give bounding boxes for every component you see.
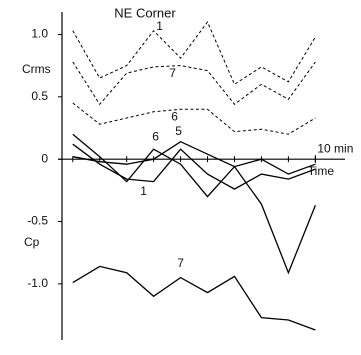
data-line (72, 21, 316, 86)
y-group-label: Cp (24, 235, 40, 249)
x-axis-title: Time (308, 164, 335, 178)
y-tick-label: 0 (41, 151, 48, 165)
series-label: 6 (171, 109, 178, 123)
y-group-label: Crms (22, 62, 51, 76)
data-line (72, 102, 316, 135)
data-line (72, 133, 317, 275)
y-tick-label: 0.5 (31, 89, 48, 103)
series-label: 6 (152, 129, 159, 143)
series-label: 5 (175, 124, 182, 138)
series-label: 7 (177, 256, 184, 270)
series-label: 1 (156, 19, 163, 33)
y-tick-label: 1.0 (31, 27, 48, 41)
data-line (72, 140, 316, 175)
chart-title: NE Corner (114, 5, 176, 20)
x-tick-label: 10 min (317, 141, 353, 155)
y-tick-label: -1.0 (27, 276, 48, 290)
series-label: 1 (140, 184, 147, 198)
data-line (72, 143, 316, 190)
data-line (72, 61, 316, 106)
y-tick-label: -0.5 (27, 214, 48, 228)
data-line (72, 265, 316, 331)
series-label: 7 (169, 66, 176, 80)
